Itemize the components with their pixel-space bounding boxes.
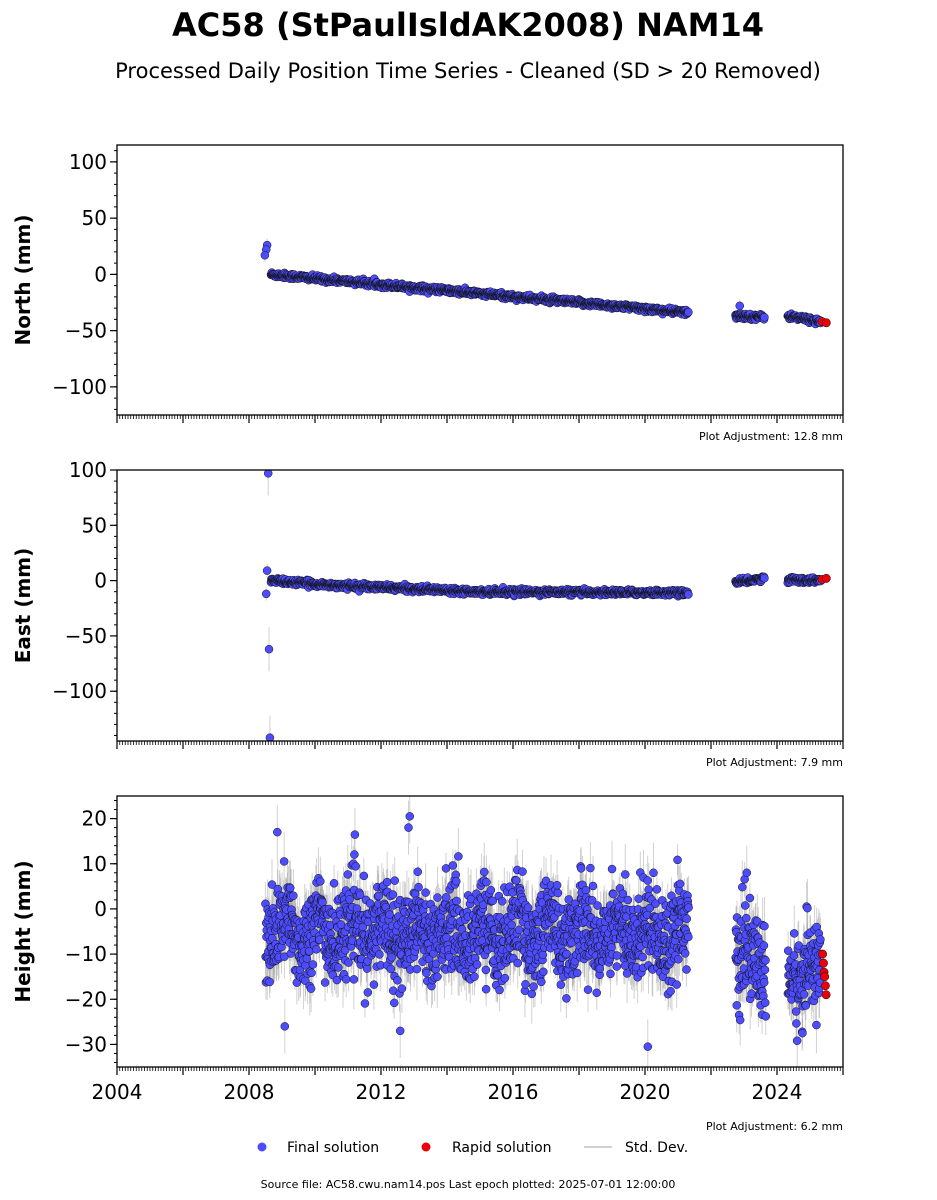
std-dev-bars bbox=[265, 470, 822, 741]
final-points bbox=[260, 240, 825, 329]
panel-frame bbox=[116, 144, 844, 416]
final-points bbox=[261, 470, 825, 741]
rapid-point bbox=[821, 318, 831, 328]
y-tick-label: −50 bbox=[65, 319, 107, 343]
y-tick-label: 0 bbox=[94, 262, 107, 286]
figure-subtitle: Processed Daily Position Time Series - C… bbox=[115, 59, 821, 83]
figure-title: AC58 (StPaulIsldAK2008) NAM14 bbox=[172, 6, 764, 44]
y-axis-label: North (mm) bbox=[11, 214, 35, 345]
panel-1: 100 50 0 −50 −100 North (mm) Plot Adjustment: … bbox=[11, 144, 844, 443]
y-tick-label: 100 bbox=[69, 150, 107, 174]
final-point-outlier bbox=[260, 251, 270, 260]
final-point bbox=[760, 313, 769, 322]
plot-adjustment-note: Plot Adjustment: 12.8 mm bbox=[699, 430, 843, 443]
panels-group: 100 50 0 −50 −100 North (mm) Plot Adjustment: … bbox=[11, 144, 844, 1133]
final-point-outlier bbox=[735, 301, 745, 311]
y-tick-label: 50 bbox=[82, 206, 107, 230]
final-point bbox=[684, 307, 693, 317]
y-tick-label: −100 bbox=[52, 375, 107, 399]
rapid-points bbox=[817, 317, 831, 328]
